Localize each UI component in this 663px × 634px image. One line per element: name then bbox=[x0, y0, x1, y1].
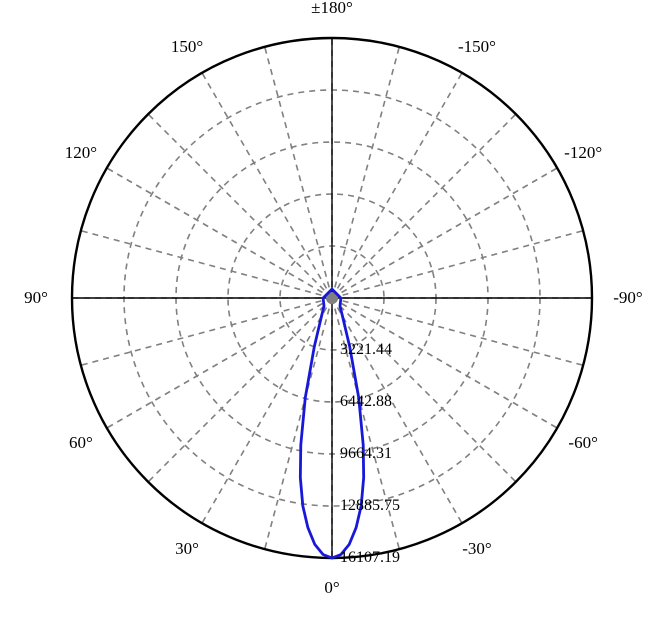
polar-chart: 0°30°60°90°120°150°±180°-150°-120°-90°-6… bbox=[0, 0, 663, 634]
polar-chart-svg bbox=[0, 0, 663, 634]
